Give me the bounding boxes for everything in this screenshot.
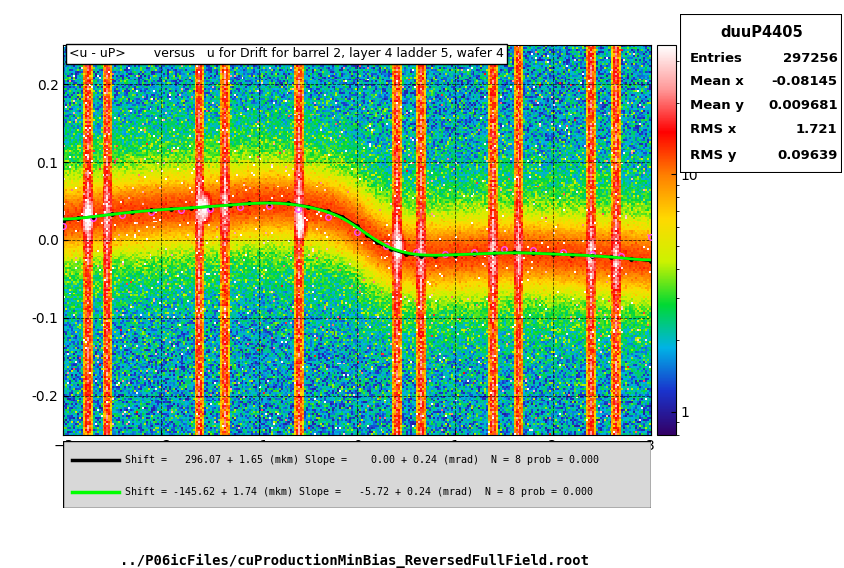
Text: Shift = -145.62 + 1.74 (mkm) Slope =   -5.72 + 0.24 (mrad)  N = 8 prob = 0.000: Shift = -145.62 + 1.74 (mkm) Slope = -5.… [125, 487, 592, 496]
Text: 0.009681: 0.009681 [767, 99, 836, 112]
Text: 1.721: 1.721 [795, 123, 836, 136]
Text: Mean y: Mean y [690, 99, 743, 112]
Text: -0.08145: -0.08145 [771, 76, 836, 89]
Text: duuP4405: duuP4405 [719, 26, 802, 40]
Text: 0.09639: 0.09639 [776, 149, 836, 161]
Text: <u - uP>       versus   u for Drift for barrel 2, layer 4 ladder 5, wafer 4: <u - uP> versus u for Drift for barrel 2… [69, 47, 504, 60]
Text: Mean x: Mean x [690, 76, 743, 89]
Text: ../P06icFiles/cuProductionMinBias_ReversedFullField.root: ../P06icFiles/cuProductionMinBias_Revers… [120, 554, 589, 568]
Text: 297256: 297256 [782, 52, 836, 65]
Text: Shift =   296.07 + 1.65 (mkm) Slope =    0.00 + 0.24 (mrad)  N = 8 prob = 0.000: Shift = 296.07 + 1.65 (mkm) Slope = 0.00… [125, 455, 598, 465]
Text: Entries: Entries [690, 52, 742, 65]
Text: 10: 10 [703, 31, 721, 45]
Text: RMS y: RMS y [690, 149, 735, 161]
Text: RMS x: RMS x [690, 123, 735, 136]
